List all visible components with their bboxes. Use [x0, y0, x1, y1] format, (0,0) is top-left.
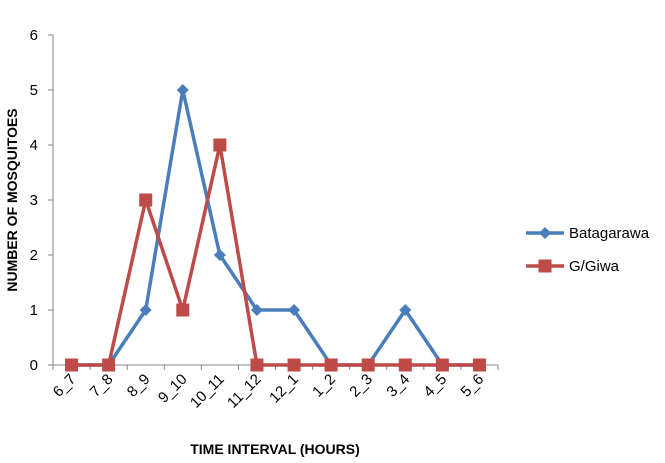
x-tick-label: 11_12 [224, 371, 265, 412]
y-tick-label: 2 [30, 247, 38, 264]
y-tick-label: 5 [30, 82, 38, 99]
x-tick-label: 6_7 [50, 371, 80, 401]
x-tick-label: 5_6 [458, 371, 488, 401]
y-axis-title: NUMBER OF MOSQUITOES [4, 108, 20, 291]
x-tick-label: 8_9 [124, 371, 154, 401]
data-point [250, 304, 263, 316]
data-point [213, 138, 227, 152]
data-point [361, 358, 375, 372]
y-tick-label: 6 [30, 27, 38, 44]
series-batagarawa [65, 84, 486, 371]
data-point [250, 358, 264, 372]
x-tick-label: 4_5 [420, 371, 450, 401]
x-tick-label: 12_1 [266, 371, 302, 407]
y-tick-label: 3 [30, 192, 38, 209]
data-point [324, 358, 338, 372]
data-point [102, 358, 116, 372]
data-point [176, 84, 189, 96]
x-tick-label: 10_11 [187, 371, 228, 412]
x-tick-label: 1_2 [309, 371, 339, 401]
legend-marker [539, 227, 551, 239]
series-line [71, 88, 480, 367]
x-tick-label: 7_8 [87, 371, 117, 401]
data-point [139, 304, 152, 316]
data-point [472, 358, 486, 372]
x-tick-label: 3_4 [383, 371, 413, 401]
data-point [288, 304, 301, 316]
legend-label: G/Giwa [569, 258, 620, 275]
series-layer [65, 84, 486, 372]
y-tick-label: 0 [30, 357, 38, 374]
legend-marker [538, 259, 552, 273]
x-axis-title: TIME INTERVAL (HOURS) [190, 441, 360, 457]
legend-item: G/Giwa [526, 258, 620, 275]
series-g-giwa [65, 138, 486, 372]
data-point [176, 303, 190, 317]
legend-label: Batagarawa [569, 225, 650, 242]
x-tick-label: 2_3 [346, 371, 376, 401]
data-point [398, 358, 412, 372]
y-tick-label: 1 [30, 302, 38, 319]
y-tick-label: 4 [30, 137, 38, 154]
data-point [65, 358, 79, 372]
x-tick-label: 9_10 [155, 371, 191, 407]
legend: Batagarawa G/Giwa [526, 225, 650, 275]
data-point [287, 358, 301, 372]
data-point [399, 304, 412, 316]
data-point [435, 358, 449, 372]
legend-item: Batagarawa [526, 225, 650, 242]
data-point [213, 249, 226, 261]
data-point [139, 193, 153, 207]
